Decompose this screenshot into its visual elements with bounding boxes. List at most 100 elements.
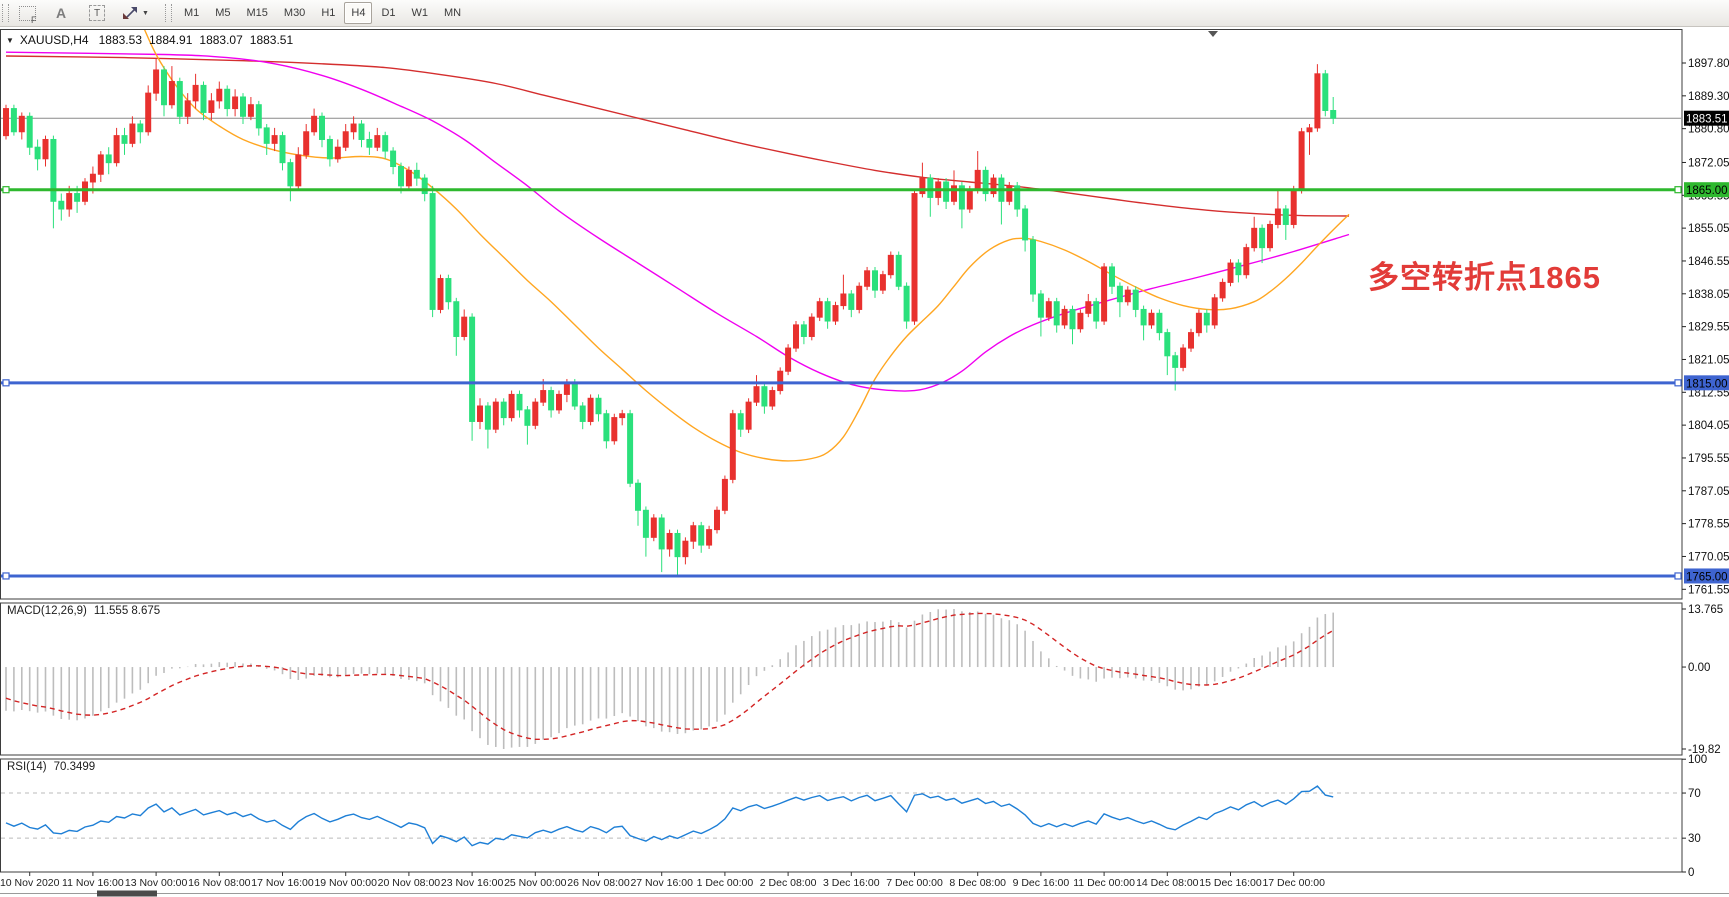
toolbar-grip[interactable] xyxy=(164,4,172,22)
date-label: 11 Dec 00:00 xyxy=(1073,877,1135,889)
price-tick-label: 1761.55 xyxy=(1688,584,1729,596)
candle-bear xyxy=(469,313,476,441)
price-tick-label: 1855.05 xyxy=(1688,223,1729,235)
candle-bull xyxy=(508,390,515,422)
price-tick-label: 1770.05 xyxy=(1688,551,1729,563)
candle-bear xyxy=(516,390,523,418)
symbol-collapse-icon[interactable]: ▼ xyxy=(6,35,14,45)
candle-bear xyxy=(800,321,807,345)
timeframe-button-w1[interactable]: W1 xyxy=(411,7,429,19)
chart-canvas[interactable]: 1897.801889.301880.801872.051863.551855.… xyxy=(0,27,1729,897)
ma-fast-orange xyxy=(143,30,1350,462)
candle-bull xyxy=(832,301,839,325)
arrows-tool-button[interactable]: ▼ xyxy=(121,2,149,24)
hline-1815[interactable] xyxy=(1,379,1682,387)
rsi-axis-label: 0 xyxy=(1688,867,1694,879)
svg-text:1865.00: 1865.00 xyxy=(1686,185,1728,197)
candle-bear xyxy=(824,297,831,329)
candle-bear xyxy=(263,124,270,155)
rsi-line xyxy=(5,785,1334,847)
candle-bear xyxy=(1109,263,1115,294)
timeframe-button-mn[interactable]: MN xyxy=(444,7,462,19)
candle-bear xyxy=(1116,282,1123,318)
price-axis[interactable]: 1897.801889.301880.801872.051863.551855.… xyxy=(1682,58,1729,596)
candle-bull xyxy=(1188,328,1194,352)
candle-bull xyxy=(587,394,594,426)
candle-bear xyxy=(848,290,855,318)
rsi-axis-label: 30 xyxy=(1688,833,1701,845)
line-handle[interactable] xyxy=(1674,379,1682,387)
date-axis[interactable]: 10 Nov 2020 11 Nov 16:00 13 Nov 00:00 16 No… xyxy=(0,872,1325,889)
scrollbar-thumb[interactable] xyxy=(97,890,157,897)
candle-bull xyxy=(1251,216,1258,252)
candle-bear xyxy=(413,162,420,186)
price-tick-label: 1787.05 xyxy=(1688,486,1729,498)
timeframe-button-m5[interactable]: M5 xyxy=(215,7,231,19)
candle-bull xyxy=(682,537,689,565)
candle-bear xyxy=(1037,290,1044,337)
chart-window[interactable]: 1897.801889.301880.801872.051863.551855.… xyxy=(0,27,1729,897)
svg-text:1815.00: 1815.00 xyxy=(1686,378,1728,390)
candle-bear xyxy=(895,251,902,291)
candle-bear xyxy=(1132,286,1139,318)
candle-bull xyxy=(1101,263,1108,325)
scroll-marker-icon[interactable] xyxy=(1208,31,1218,37)
candle-bear xyxy=(10,104,17,136)
timeframe-button-d1[interactable]: D1 xyxy=(381,7,396,19)
chart-annotation-text[interactable]: 多空转折点1865 xyxy=(1368,260,1601,295)
close-value: 1883.51 xyxy=(249,33,294,47)
timeframe-button-h4[interactable]: H4 xyxy=(344,2,373,24)
date-label: 17 Dec 00:00 xyxy=(1262,877,1325,889)
candle-bear xyxy=(34,139,41,171)
ma-mid-magenta xyxy=(5,51,1350,392)
candle-bull xyxy=(729,409,736,484)
candle-bull xyxy=(1267,220,1273,252)
timeframe-button-m15[interactable]: M15 xyxy=(246,7,268,19)
date-label: 10 Nov 2020 xyxy=(0,877,60,889)
candle-bear xyxy=(255,100,262,136)
level-price-badge: 1765.00 xyxy=(1684,568,1729,584)
candle-bear xyxy=(1235,259,1242,283)
text-label-tool-button[interactable]: A xyxy=(49,2,73,24)
horizontal-scrollbar[interactable] xyxy=(0,890,1729,897)
toolbar-grip[interactable] xyxy=(2,4,9,22)
candle-bull xyxy=(492,398,499,434)
timeframe-button-m1[interactable]: M1 xyxy=(183,7,200,19)
candle-bull xyxy=(1180,344,1187,372)
price-tick-label: 1778.55 xyxy=(1688,519,1729,531)
candle-bear xyxy=(674,529,681,577)
timeframe-button-h1[interactable]: H1 xyxy=(321,7,336,19)
timeframe-buttons: M1 M5 M15 M30 H1 H4 D1 W1 MN xyxy=(176,2,469,24)
candle-bear xyxy=(595,394,602,422)
line-handle[interactable] xyxy=(1674,186,1682,194)
candle-bull xyxy=(1219,278,1226,302)
hline-1765[interactable] xyxy=(1,572,1682,580)
candle-bear xyxy=(453,297,460,356)
level-lines-layer[interactable] xyxy=(1,186,1682,580)
candle-bull xyxy=(82,178,88,206)
candle-bull xyxy=(856,282,863,314)
candle-bull xyxy=(129,116,136,148)
date-label: 1 Dec 00:00 xyxy=(697,877,754,889)
candle-bear xyxy=(200,81,207,121)
date-label: 7 Dec 00:00 xyxy=(886,877,943,889)
ma-slow-red xyxy=(5,55,1350,217)
date-label: 17 Nov 16:00 xyxy=(251,877,314,889)
line-handle[interactable] xyxy=(1674,572,1682,580)
candle-bear xyxy=(240,93,246,125)
candle-bull xyxy=(532,398,539,430)
chart-header: ▼ XAUUSD,H4 1883.53 1884.91 1883.07 1883… xyxy=(6,33,293,47)
candle-bear xyxy=(1259,224,1266,264)
level-price-badge: 1815.00 xyxy=(1684,375,1729,391)
hline-1865[interactable] xyxy=(1,186,1682,194)
pattern-f-tool-button[interactable]: F xyxy=(15,2,39,25)
candle-bull xyxy=(808,313,815,341)
candle-bull xyxy=(184,93,191,125)
text-tool-button[interactable]: T xyxy=(85,2,109,24)
line-handle[interactable] xyxy=(2,572,10,580)
low-value: 1883.07 xyxy=(199,33,243,47)
line-handle[interactable] xyxy=(2,186,10,194)
line-handle[interactable] xyxy=(2,379,10,387)
timeframe-button-m30[interactable]: M30 xyxy=(283,7,306,19)
price-tick-label: 1897.80 xyxy=(1688,58,1729,70)
